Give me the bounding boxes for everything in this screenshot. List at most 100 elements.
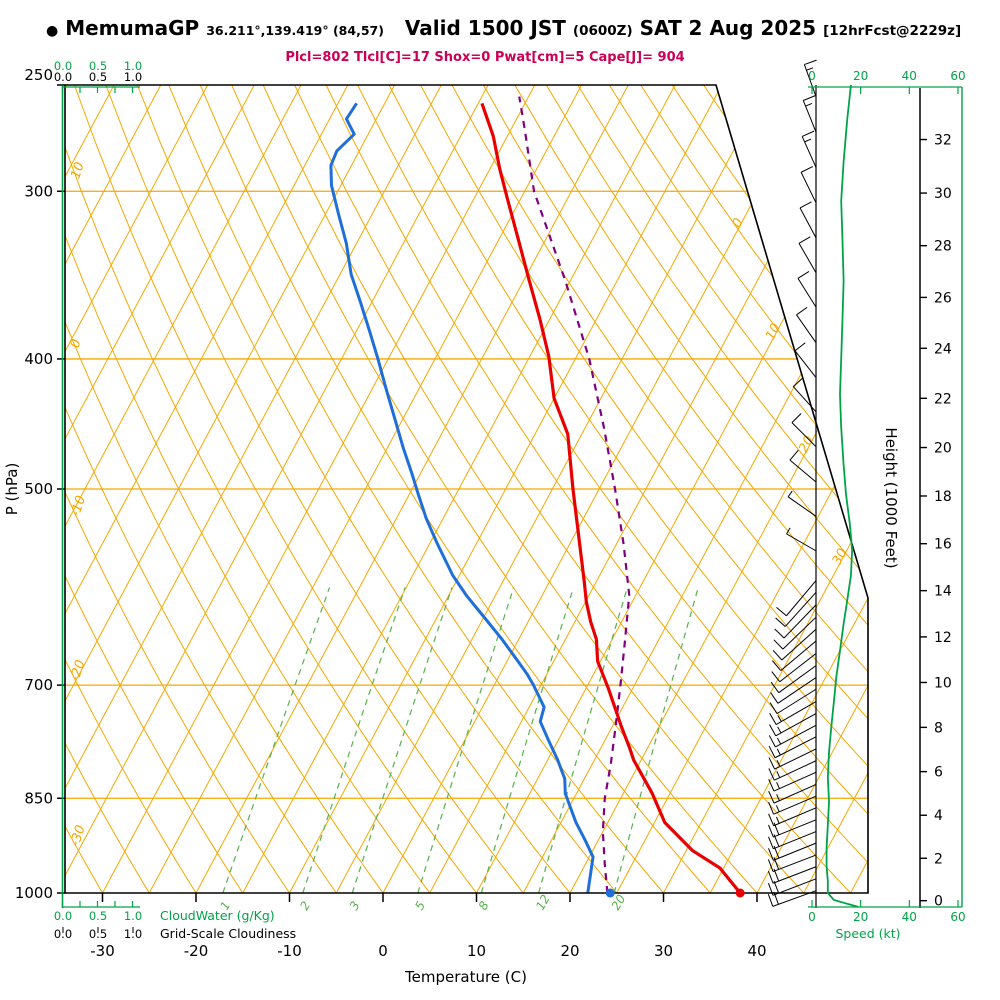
svg-text:22: 22 — [934, 391, 952, 407]
svg-text:250: 250 — [24, 66, 53, 84]
svg-text:0.5: 0.5 — [89, 59, 107, 73]
svg-text:18: 18 — [934, 489, 952, 505]
surface-temp-dot — [735, 888, 745, 898]
wind-barbs — [767, 59, 817, 908]
svg-text:16: 16 — [934, 537, 952, 553]
svg-text:8: 8 — [934, 720, 943, 736]
svg-text:20: 20 — [560, 942, 579, 960]
svg-text:0: 0 — [934, 894, 943, 910]
svg-text:8: 8 — [476, 899, 492, 913]
grid-lines — [65, 85, 868, 893]
plot-border — [64, 84, 869, 894]
mixing-ratio-labels: 1 2 3 5 8 12 20 — [217, 892, 628, 913]
svg-text:26: 26 — [934, 290, 952, 306]
mixing-ratio-lines — [222, 587, 699, 893]
forecast-tag: [12hrFcst@2229z] — [823, 23, 962, 39]
svg-text:1.0: 1.0 — [124, 70, 142, 84]
svg-text:-20: -20 — [184, 942, 209, 960]
svg-text:CloudWater (g/Kg): CloudWater (g/Kg) — [160, 908, 275, 923]
svg-text:0.0: 0.0 — [54, 927, 72, 941]
svg-text:20: 20 — [853, 910, 868, 924]
svg-text:20: 20 — [934, 441, 952, 457]
svg-text:20: 20 — [796, 434, 817, 456]
valid-time: Valid 1500 JST — [404, 16, 566, 40]
svg-text:12: 12 — [934, 630, 952, 646]
svg-text:30: 30 — [654, 942, 673, 960]
svg-text:5: 5 — [412, 899, 428, 913]
title-bar: ● MemumaGP 36.211°,139.419° (84,57) Vali… — [46, 16, 961, 40]
svg-text:0.5: 0.5 — [89, 927, 107, 941]
svg-text:24: 24 — [934, 341, 952, 357]
svg-text:1.0: 1.0 — [124, 59, 142, 73]
svg-text:20: 20 — [853, 69, 868, 83]
svg-text:30: 30 — [934, 186, 952, 202]
station-name: MemumaGP — [65, 16, 200, 40]
svg-text:30: 30 — [830, 546, 851, 568]
svg-text:Temperature (C): Temperature (C) — [404, 968, 527, 986]
svg-text:Height (1000 Feet): Height (1000 Feet) — [882, 427, 900, 568]
svg-text:0.0: 0.0 — [54, 70, 72, 84]
svg-text:10: 10 — [68, 160, 87, 180]
svg-text:0.5: 0.5 — [89, 909, 107, 923]
dewpoint-curve — [329, 102, 595, 893]
svg-text:1.0: 1.0 — [124, 927, 142, 941]
valid-time-z: (0600Z) — [572, 23, 633, 39]
svg-text:60: 60 — [950, 69, 965, 83]
temperature-axis: -30 -20 -10 0 10 20 30 40 Temperature (C) — [90, 893, 767, 986]
svg-text:20: 20 — [609, 892, 629, 913]
svg-text:1000: 1000 — [15, 884, 53, 902]
svg-text:10: 10 — [934, 675, 952, 691]
svg-text:6: 6 — [934, 765, 943, 781]
svg-text:-10: -10 — [277, 942, 302, 960]
svg-text:500: 500 — [24, 480, 53, 498]
svg-text:3: 3 — [347, 899, 363, 913]
svg-text:40: 40 — [902, 910, 917, 924]
pressure-axis: 250 300 400 500 700 850 1000 P (hPa) — [3, 66, 65, 902]
svg-text:1.0: 1.0 — [124, 909, 142, 923]
svg-text:-30: -30 — [90, 942, 115, 960]
svg-text:Grid-Scale Cloudiness: Grid-Scale Cloudiness — [160, 926, 296, 941]
svg-text:400: 400 — [24, 350, 53, 368]
svg-text:0: 0 — [378, 942, 388, 960]
svg-text:0.0: 0.0 — [54, 909, 72, 923]
svg-text:2: 2 — [934, 851, 943, 867]
surface-dewpoint-dot — [605, 888, 615, 898]
svg-text:-20: -20 — [68, 658, 89, 683]
parcel-curve — [518, 96, 631, 893]
svg-text:-10: -10 — [68, 494, 89, 519]
svg-text:P (hPa): P (hPa) — [3, 463, 21, 516]
svg-text:60: 60 — [950, 910, 965, 924]
sounding-profiles — [329, 96, 742, 893]
speed-profile-curve — [825, 84, 859, 908]
svg-text:10: 10 — [763, 321, 784, 343]
svg-text:0: 0 — [808, 69, 816, 83]
svg-text:14: 14 — [934, 584, 952, 600]
green-panels: 0.00.00.00.00.50.50.50.51.01.01.01.0Clou… — [54, 59, 966, 941]
svg-text:300: 300 — [24, 182, 53, 200]
svg-text:40: 40 — [747, 942, 766, 960]
svg-text:700: 700 — [24, 676, 53, 694]
svg-text:0.5: 0.5 — [89, 70, 107, 84]
svg-text:0.0: 0.0 — [54, 59, 72, 73]
temperature-curve — [480, 102, 742, 893]
stability-indices: Plcl=802 Tlcl[C]=17 Shox=0 Pwat[cm]=5 Ca… — [285, 50, 685, 65]
svg-text:4: 4 — [934, 808, 943, 824]
svg-text:40: 40 — [902, 69, 917, 83]
svg-text:0: 0 — [68, 337, 85, 350]
svg-text:-30: -30 — [68, 823, 89, 848]
svg-text:0: 0 — [808, 910, 816, 924]
svg-text:10: 10 — [467, 942, 486, 960]
svg-text:2: 2 — [297, 899, 313, 913]
station-bullet-icon: ● — [46, 23, 59, 39]
svg-text:850: 850 — [24, 789, 53, 807]
svg-text:28: 28 — [934, 239, 952, 255]
svg-text:12: 12 — [533, 892, 553, 912]
svg-text:Speed (kt): Speed (kt) — [835, 926, 900, 941]
svg-text:32: 32 — [934, 133, 952, 149]
station-coords: 36.211°,139.419° (84,57) — [206, 23, 384, 38]
valid-date: SAT 2 Aug 2025 — [639, 16, 817, 40]
